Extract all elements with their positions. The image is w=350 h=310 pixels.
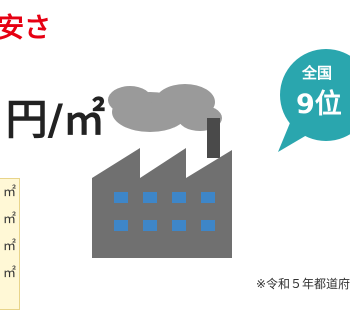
- title: 安さ: [0, 6, 51, 45]
- illustration: [0, 0, 350, 297]
- price-list: ㎡ ㎡ ㎡ ㎡: [0, 178, 20, 310]
- footnote: ※令和５年都道府県地価調査「国土交: [256, 275, 350, 292]
- price-unit: 円/㎡: [6, 86, 105, 147]
- list-unit: ㎡: [0, 233, 19, 260]
- badge-rank: 9位: [296, 82, 342, 121]
- list-unit: ㎡: [0, 260, 19, 287]
- list-unit: ㎡: [0, 206, 19, 233]
- page: 安さ 円/㎡ ㎡ ㎡ ㎡ ㎡ 全国 9位 ※令和５年都道府県地価調査「国土交 (…: [0, 0, 350, 297]
- list-unit: ㎡: [0, 179, 19, 206]
- factory: [92, 84, 232, 258]
- badge-label: 全国: [302, 62, 332, 83]
